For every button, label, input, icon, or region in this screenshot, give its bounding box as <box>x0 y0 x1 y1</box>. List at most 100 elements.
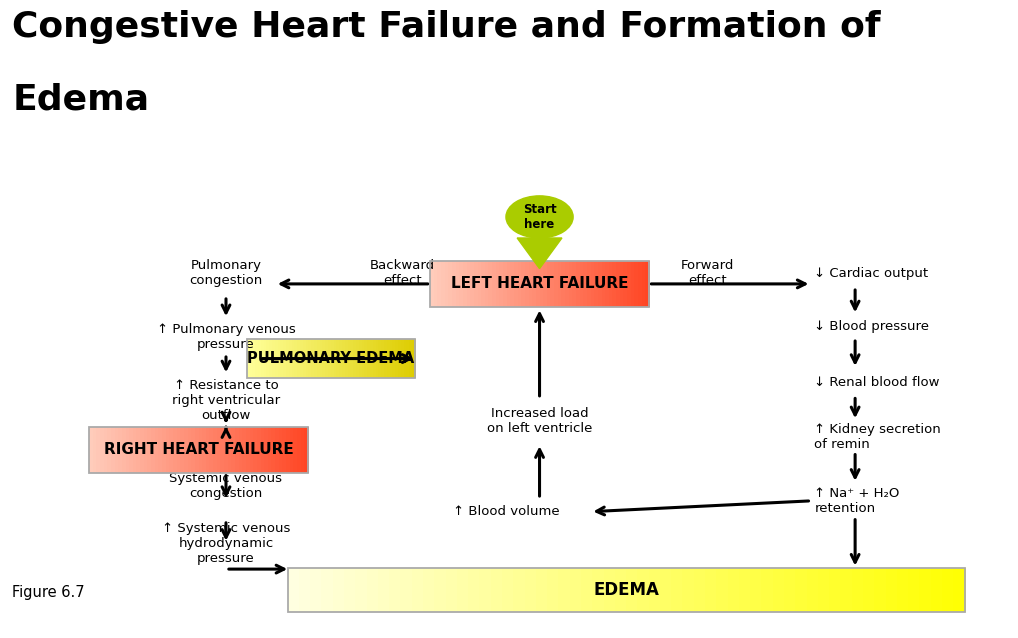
Bar <box>104 427 108 473</box>
Bar <box>256 339 259 378</box>
Bar <box>371 339 374 378</box>
Bar <box>376 339 380 378</box>
Bar <box>366 568 379 612</box>
Bar <box>521 261 526 307</box>
Bar <box>510 261 515 307</box>
Bar <box>613 261 617 307</box>
Bar <box>177 427 181 473</box>
Bar <box>90 427 94 473</box>
Bar <box>874 568 887 612</box>
Bar <box>728 568 740 612</box>
Bar <box>693 568 706 612</box>
Bar <box>304 427 309 473</box>
Bar <box>470 261 474 307</box>
Bar <box>682 568 694 612</box>
Bar <box>423 568 436 612</box>
Bar <box>604 568 616 612</box>
Bar <box>489 261 493 307</box>
Bar <box>331 339 335 378</box>
Bar <box>547 568 559 612</box>
Bar <box>278 339 281 378</box>
Bar <box>342 339 346 378</box>
Bar <box>645 261 649 307</box>
Bar <box>302 339 306 378</box>
Bar <box>155 427 160 473</box>
Bar <box>272 339 276 378</box>
Bar <box>297 339 301 378</box>
Bar <box>942 568 954 612</box>
Bar <box>485 261 490 307</box>
Bar <box>457 568 469 612</box>
Bar <box>446 568 458 612</box>
Text: EDEMA: EDEMA <box>593 581 659 599</box>
Bar <box>395 339 399 378</box>
Bar <box>283 339 287 378</box>
Bar <box>356 339 360 378</box>
Bar <box>784 568 796 612</box>
Text: Forward
effect: Forward effect <box>681 259 734 287</box>
Bar <box>544 261 548 307</box>
Bar <box>638 261 642 307</box>
Bar <box>203 427 207 473</box>
Bar <box>93 427 98 473</box>
Bar <box>269 339 273 378</box>
Bar <box>90 427 307 473</box>
Bar <box>379 339 383 378</box>
Bar <box>705 568 718 612</box>
Bar <box>264 427 269 473</box>
Bar <box>576 261 580 307</box>
Bar <box>532 261 536 307</box>
Bar <box>314 339 318 378</box>
Bar <box>246 339 414 378</box>
Bar <box>412 339 416 378</box>
Bar <box>525 261 529 307</box>
Bar <box>620 261 624 307</box>
Bar <box>482 261 486 307</box>
Bar <box>289 339 293 378</box>
Bar <box>169 427 174 473</box>
Bar <box>468 568 480 612</box>
Bar <box>535 568 548 612</box>
Bar <box>463 261 467 307</box>
Bar <box>739 568 751 612</box>
Bar <box>513 568 525 612</box>
Text: RIGHT HEART FAILURE: RIGHT HEART FAILURE <box>104 442 293 457</box>
Bar <box>387 339 391 378</box>
Bar <box>595 261 599 307</box>
Bar <box>378 568 390 612</box>
Text: ↑ Systemic venous
hydrodynamic
pressure: ↑ Systemic venous hydrodynamic pressure <box>162 522 290 565</box>
Bar <box>637 568 649 612</box>
Bar <box>261 427 265 473</box>
Bar <box>434 261 439 307</box>
Bar <box>300 427 305 473</box>
Bar <box>572 261 577 307</box>
Bar <box>100 427 105 473</box>
Bar <box>317 339 321 378</box>
Bar <box>286 427 291 473</box>
Bar <box>381 339 385 378</box>
Bar <box>598 261 603 307</box>
Bar <box>562 261 566 307</box>
Text: PULMONARY EDEMA: PULMONARY EDEMA <box>247 351 414 366</box>
Bar <box>140 427 145 473</box>
Bar <box>953 568 965 612</box>
Bar <box>569 261 573 307</box>
Bar <box>852 568 864 612</box>
Bar <box>333 568 345 612</box>
Bar <box>206 427 211 473</box>
Bar <box>291 339 295 378</box>
Bar <box>863 568 875 612</box>
Bar <box>547 261 552 307</box>
Bar <box>400 568 412 612</box>
Bar <box>228 427 232 473</box>
Polygon shape <box>517 238 562 269</box>
Bar <box>166 427 170 473</box>
Bar <box>355 568 367 612</box>
Bar <box>162 427 167 473</box>
Bar <box>535 261 541 307</box>
Bar <box>210 427 214 473</box>
Bar <box>579 261 584 307</box>
Bar <box>268 427 273 473</box>
Bar <box>275 427 280 473</box>
Bar <box>919 568 931 612</box>
